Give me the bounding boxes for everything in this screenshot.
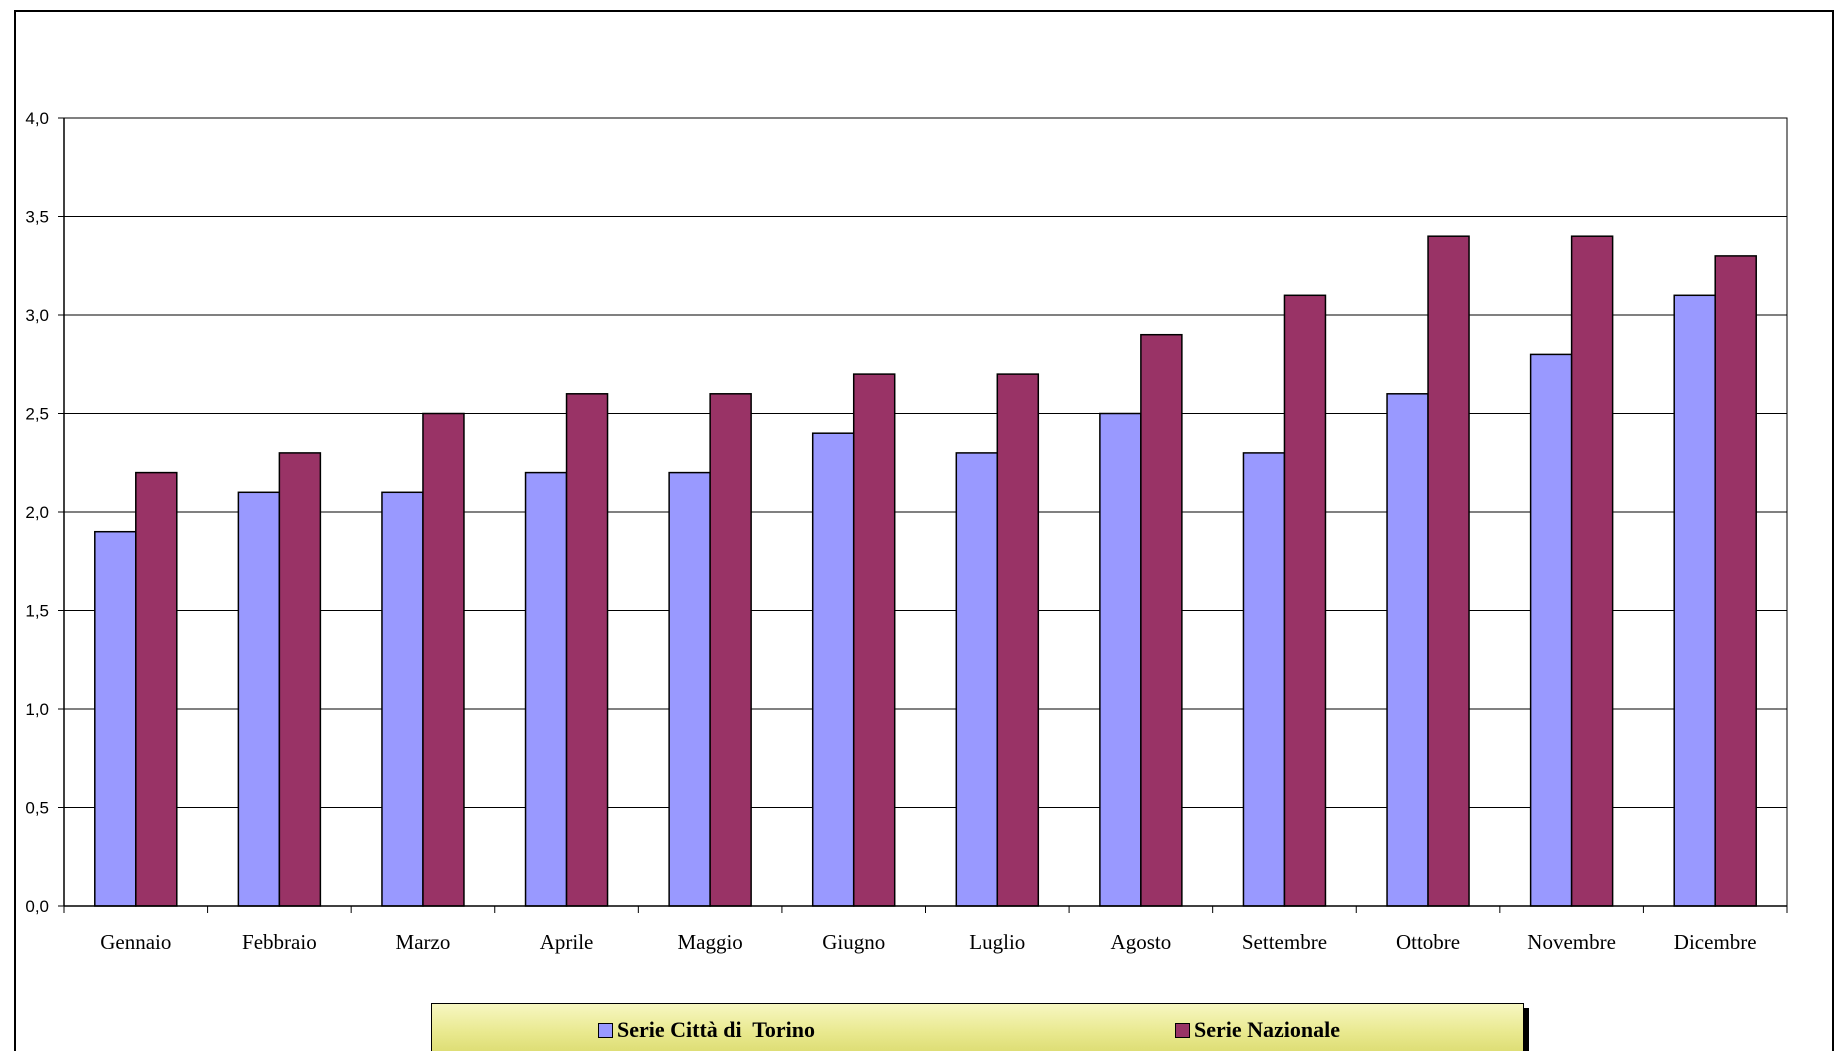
bar-nazionale (1140, 333, 1183, 907)
legend-label-nazionale: Serie Nazionale (1194, 1017, 1341, 1042)
bar-torino (1529, 353, 1573, 907)
x-tick-label: Settembre (1242, 930, 1327, 954)
bar-torino (955, 452, 999, 907)
x-tick-label: Maggio (677, 930, 742, 954)
y-tick-label: 0,0 (25, 897, 49, 916)
y-tick-label: 4,0 (25, 109, 49, 128)
bar-nazionale (852, 373, 896, 907)
x-tick-label: Agosto (1111, 930, 1172, 954)
bar-nazionale (709, 393, 752, 907)
y-tick-label: 1,0 (25, 700, 49, 719)
bar-torino (524, 471, 568, 907)
bar-nazionale (135, 471, 178, 907)
bar-nazionale (996, 373, 1040, 907)
legend-swatch-torino (598, 1022, 613, 1038)
x-tick-label: Dicembre (1674, 930, 1757, 954)
x-tick-label: Giugno (822, 930, 885, 954)
bar-torino (811, 432, 855, 907)
bar-torino (1242, 452, 1286, 907)
legend-item-nazionale: Serie Nazionale (1175, 1017, 1340, 1043)
bar-nazionale (1427, 235, 1470, 907)
bar-nazionale (278, 452, 322, 907)
bar-nazionale (1714, 255, 1757, 907)
y-tick-label: 0,5 (25, 799, 49, 818)
x-tick-label: Febbraio (242, 930, 317, 954)
x-tick-labels: Gennaio Febbraio Marzo Aprile Maggio Giugno Lu… (100, 930, 1756, 954)
y-tick-label: 3,0 (25, 306, 49, 325)
x-tick-label: Aprile (540, 930, 594, 954)
x-tick-label: Luglio (969, 930, 1025, 954)
x-tick-label: Ottobre (1396, 930, 1460, 954)
legend-swatch-nazionale (1175, 1022, 1190, 1038)
bar-torino (1386, 393, 1429, 907)
bar-torino (381, 491, 424, 907)
bar-nazionale (1570, 235, 1614, 907)
bar-torino (1673, 294, 1716, 907)
legend-label-torino: Serie Città di Torino (617, 1017, 816, 1042)
x-tick-label: Marzo (396, 930, 451, 954)
x-tick-label: Novembre (1527, 930, 1616, 954)
y-tick-label: 3,5 (25, 208, 49, 227)
x-tick-label: Gennaio (100, 930, 171, 954)
y-tick-label: 2,5 (25, 405, 49, 424)
bar-torino (94, 530, 137, 907)
bar-torino (1099, 412, 1142, 907)
bar-torino (237, 491, 281, 907)
bar-nazionale (1283, 294, 1327, 907)
bar-torino (668, 471, 711, 907)
legend: Serie Città di Torino Serie Nazionale (431, 1003, 1524, 1051)
bar-nazionale (565, 393, 609, 907)
legend-item-torino: Serie Città di Torino (598, 1017, 815, 1043)
axes (58, 117, 1788, 913)
y-tick-labels: 0,0 0,5 1,0 1,5 2,0 2,5 3,0 3,5 4,0 (25, 109, 49, 916)
y-tick-label: 2,0 (25, 503, 49, 522)
gridlines (64, 216, 1787, 808)
y-tick-label: 1,5 (25, 602, 49, 621)
bar-nazionale (422, 412, 465, 907)
